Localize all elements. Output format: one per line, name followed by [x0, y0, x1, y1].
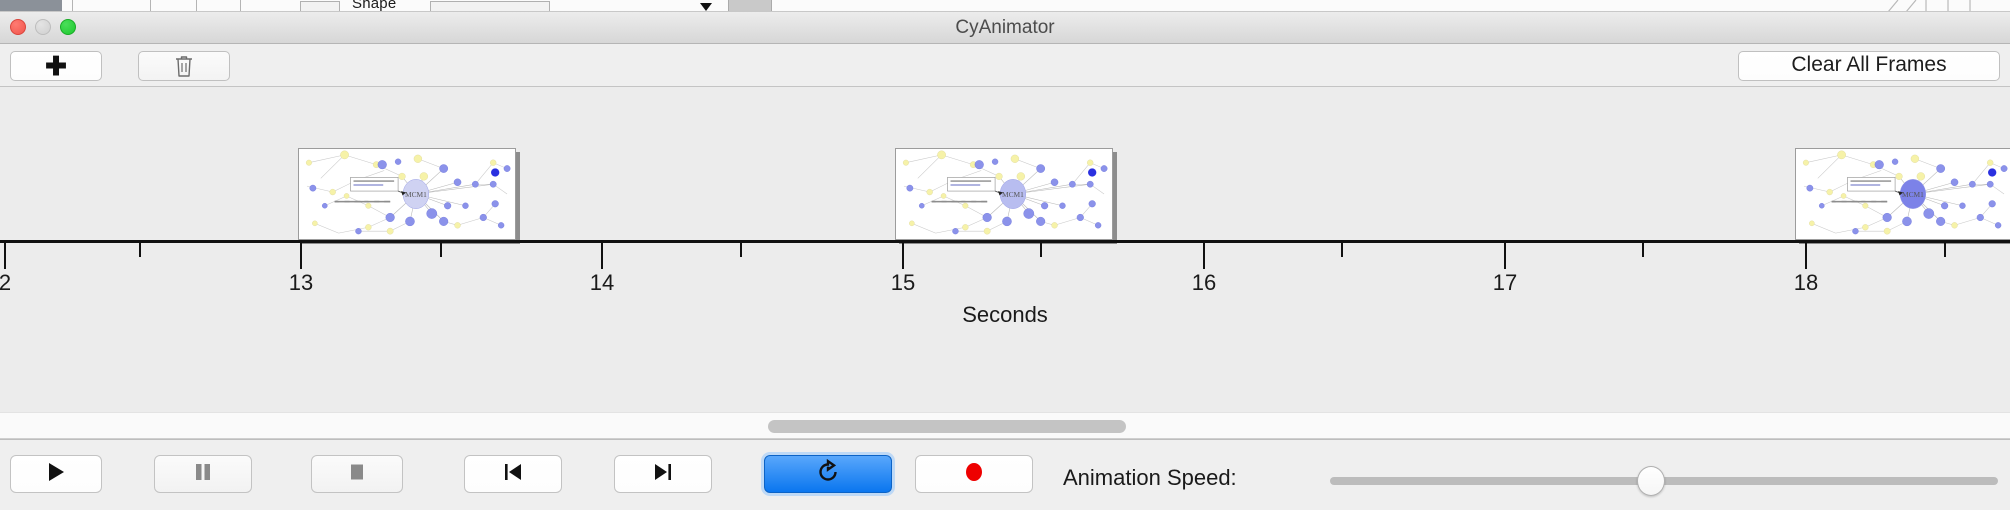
axis-tick: [300, 243, 302, 269]
axis-tick: [1642, 243, 1644, 257]
window-controls: [10, 19, 76, 35]
playback-toolbar: Animation Speed:: [0, 439, 2010, 510]
close-light[interactable]: [10, 19, 26, 35]
background-field: [430, 1, 550, 11]
background-slashes-icon: [1888, 0, 1971, 11]
animation-speed-slider[interactable]: [1330, 466, 1998, 496]
title-bar: CyAnimator: [0, 12, 2010, 44]
frame-toolbar: ✚ Clear All Frames: [0, 44, 2010, 87]
add-frame-button[interactable]: ✚: [10, 51, 102, 81]
axis-tick: [1504, 243, 1506, 269]
axis-tick: [1805, 243, 1807, 269]
axis-caption: Seconds: [962, 302, 1048, 327]
svg-text:MCM1: MCM1: [1902, 190, 1924, 199]
timeline-panel[interactable]: MCM1 MCM1 MCM1 2 13 14 15 16 17 18 Seconds: [0, 87, 2010, 412]
axis-tick-label: 14: [589, 270, 615, 295]
axis-tick: [1944, 243, 1946, 257]
loop-button[interactable]: [764, 455, 892, 493]
axis-tick-label: 16: [1191, 270, 1217, 295]
trash-icon: [176, 56, 192, 77]
background-caret-icon: [700, 3, 712, 11]
axis-tick: [740, 243, 742, 257]
background-app-label: Shape: [352, 0, 397, 12]
background-button: [728, 0, 772, 11]
background-app-strip: Shape: [0, 0, 2010, 12]
svg-text:MCM1: MCM1: [405, 190, 427, 199]
skip-end-button[interactable]: [614, 455, 712, 493]
background-divider: [150, 0, 151, 11]
pause-icon: [192, 460, 214, 489]
loop-icon: [815, 458, 841, 490]
maximize-light[interactable]: [60, 19, 76, 35]
keyframe-thumbnail[interactable]: MCM1: [298, 148, 516, 240]
background-divider: [240, 0, 241, 11]
axis-tick-label: 15: [890, 270, 916, 295]
axis-line: [0, 240, 2010, 243]
axis-tick-label: 13: [288, 270, 314, 295]
delete-frame-button[interactable]: [138, 51, 230, 81]
stop-icon: [346, 460, 368, 489]
axis-tick: [440, 243, 442, 257]
pause-button[interactable]: [154, 455, 252, 493]
clear-all-frames-label: Clear All Frames: [1791, 53, 1947, 76]
background-dark-tab: [0, 0, 62, 11]
axis-tick-label: 18: [1793, 270, 1819, 295]
clear-all-frames-button[interactable]: Clear All Frames: [1738, 51, 2000, 81]
axis-tick: [1341, 243, 1343, 257]
stop-button[interactable]: [311, 455, 403, 493]
keyframe-track[interactable]: MCM1 MCM1 MCM1: [0, 87, 2010, 240]
play-button[interactable]: [10, 455, 102, 493]
minimize-light[interactable]: [35, 19, 51, 35]
svg-text:MCM1: MCM1: [1002, 190, 1024, 199]
window-title: CyAnimator: [955, 17, 1055, 38]
background-field: [300, 1, 340, 11]
skip-to-start-icon: [501, 460, 525, 489]
skip-start-button[interactable]: [464, 455, 562, 493]
record-icon: [962, 460, 986, 489]
animation-speed-label: Animation Speed:: [1063, 465, 1237, 490]
background-divider: [196, 0, 197, 11]
axis-tick: [601, 243, 603, 269]
keyframe-thumbnail[interactable]: MCM1: [895, 148, 1113, 240]
keyframe-thumbnail[interactable]: MCM1: [1795, 148, 2010, 240]
axis-tick: [1040, 243, 1042, 257]
record-button[interactable]: [915, 455, 1033, 493]
slider-thumb[interactable]: [1636, 466, 1665, 496]
timeline-scrollbar-thumb[interactable]: [768, 420, 1126, 433]
skip-to-end-icon: [651, 460, 675, 489]
timeline-axis: 2 13 14 15 16 17 18 Seconds: [0, 240, 2010, 412]
axis-tick: [902, 243, 904, 269]
axis-tick: [4, 243, 6, 269]
axis-tick: [1203, 243, 1205, 269]
axis-tick-label: 17: [1492, 270, 1518, 295]
axis-tick: [139, 243, 141, 257]
background-divider: [72, 0, 73, 11]
axis-tick-label: 2: [0, 270, 12, 295]
timeline-scrollbar[interactable]: [0, 412, 2010, 439]
plus-icon: ✚: [45, 51, 67, 81]
play-icon: [45, 460, 67, 489]
